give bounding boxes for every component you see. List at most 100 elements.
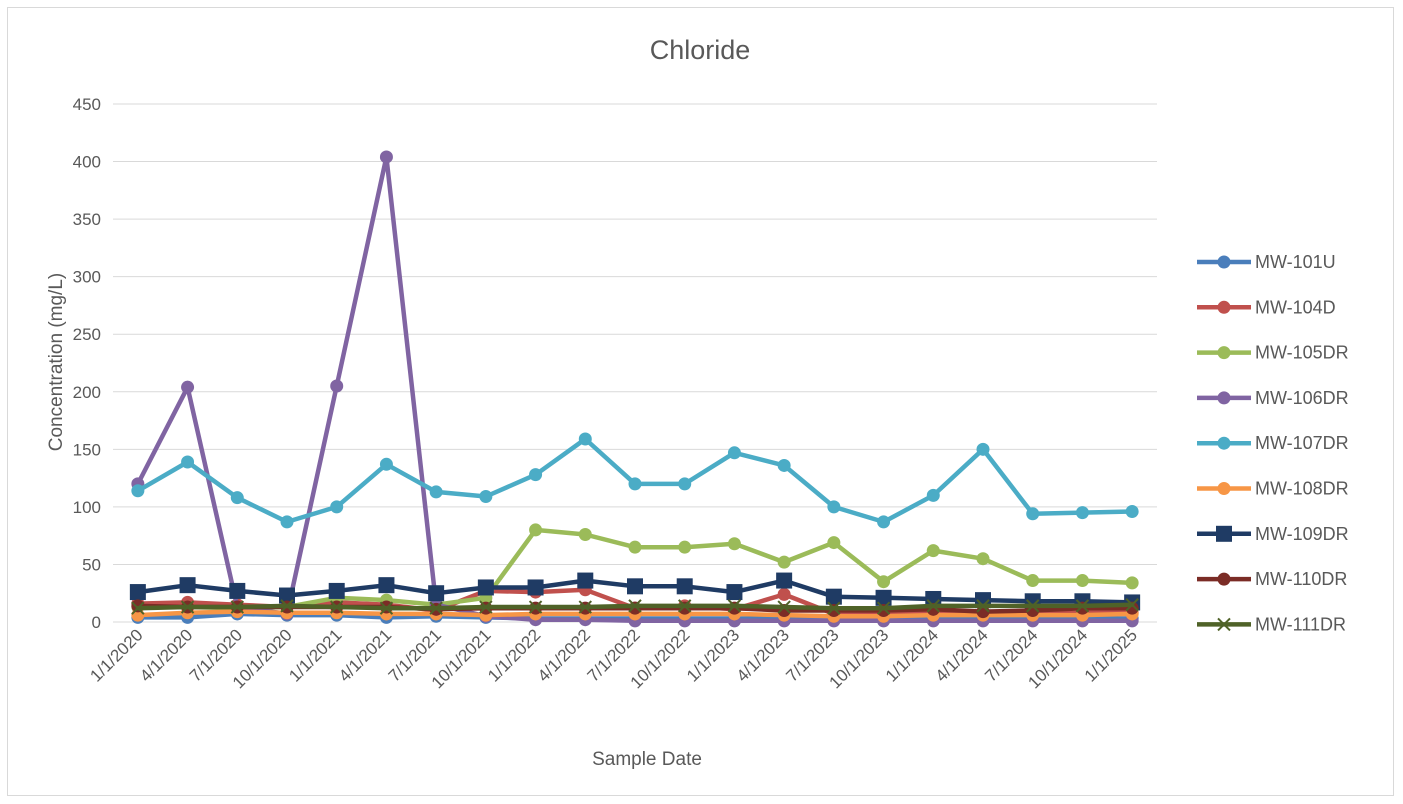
data-point [577, 572, 594, 589]
data-point [330, 600, 344, 614]
data-point [1026, 507, 1040, 521]
data-point [529, 468, 543, 482]
data-point [926, 599, 940, 613]
data-point [181, 380, 195, 394]
legend-item: MW-108DR [1197, 479, 1349, 499]
series-mw-111dr [131, 598, 1139, 615]
data-point-stroke [578, 600, 592, 614]
x-tick-label: 1/1/2025 [1081, 625, 1141, 685]
data-point [976, 442, 990, 456]
data-point [1217, 482, 1231, 495]
y-tick-label: 400 [73, 153, 101, 172]
data-point-stroke [727, 599, 742, 613]
data-point-stroke [280, 599, 294, 613]
data-point [181, 455, 195, 469]
data-point-stroke [230, 600, 244, 614]
data-point [330, 500, 344, 514]
legend-item: MW-105DR [1197, 343, 1349, 363]
y-tick-label: 150 [73, 440, 101, 459]
data-point [578, 528, 592, 542]
data-point [976, 599, 990, 613]
chart-frame [7, 7, 1394, 796]
data-point-stroke [1217, 617, 1231, 632]
data-point [678, 540, 692, 554]
legend-label: MW-110DR [1255, 569, 1347, 589]
x-axis-ticks: 1/1/20204/1/20207/1/202010/1/20201/1/202… [86, 625, 1141, 692]
data-point [1075, 574, 1089, 588]
data-point [131, 601, 145, 615]
data-point [726, 584, 743, 601]
y-tick-label: 50 [82, 555, 101, 574]
y-tick-label: 200 [73, 383, 101, 402]
y-tick-label: 450 [73, 95, 101, 114]
legend-item: MW-107DR [1197, 433, 1349, 453]
data-point [1075, 599, 1090, 613]
data-point [379, 457, 393, 471]
data-point [528, 600, 543, 614]
data-point [529, 523, 543, 537]
y-tick-label: 0 [92, 613, 101, 632]
y-axis-title: Concentration (mg/L) [46, 273, 67, 451]
data-point [280, 515, 294, 529]
y-tick-label: 100 [73, 498, 101, 517]
data-point [230, 600, 244, 614]
data-point [1217, 436, 1231, 450]
data-point [827, 601, 841, 615]
data-point [1125, 576, 1139, 590]
data-point [827, 536, 841, 550]
series-mw-107dr [131, 432, 1139, 529]
legend-label: MW-101U [1255, 252, 1336, 272]
legend-label: MW-111DR [1255, 614, 1346, 634]
data-point [129, 584, 146, 601]
x-tick-label: 4/1/2022 [534, 625, 594, 685]
data-point [131, 484, 145, 498]
legend-label: MW-108DR [1255, 479, 1349, 499]
data-point [1217, 255, 1231, 269]
data-point [777, 587, 791, 601]
data-point [827, 500, 841, 514]
x-tick-label: 1/1/2023 [683, 625, 743, 685]
data-point-stroke [1075, 599, 1090, 613]
data-point [180, 600, 195, 614]
data-point [1075, 506, 1089, 520]
data-point [628, 540, 642, 554]
x-tick-label: 1/1/2022 [484, 625, 544, 685]
data-point-stroke [678, 599, 692, 613]
legend: MW-101U MW-104D MW-105DR MW-106DR MW-107DR MW… [1197, 252, 1349, 634]
chart-title: Chloride [650, 35, 751, 65]
data-point [877, 575, 891, 589]
x-tick-label: 4/1/2023 [733, 625, 793, 685]
data-point [628, 599, 642, 613]
data-point [328, 582, 345, 599]
data-point [280, 599, 294, 613]
data-point [479, 600, 493, 614]
data-point [1125, 504, 1139, 518]
data-point [825, 588, 842, 605]
data-point [777, 600, 791, 614]
series-lines [129, 150, 1141, 628]
data-point-stroke [1125, 598, 1139, 612]
data-point [1217, 346, 1231, 360]
x-tick-label: 1/1/2021 [285, 625, 345, 685]
data-point-stroke [628, 599, 642, 613]
data-point [477, 579, 494, 596]
legend-item: MW-110DR [1197, 569, 1347, 589]
legend-label: MW-105DR [1255, 343, 1349, 363]
data-point-stroke [827, 601, 841, 615]
data-point [428, 585, 445, 602]
data-point [678, 601, 692, 615]
legend-label: MW-106DR [1255, 388, 1349, 408]
data-point-stroke [429, 601, 443, 615]
legend-label: MW-109DR [1255, 524, 1349, 544]
data-point [429, 485, 443, 499]
data-point [330, 379, 344, 393]
data-point [379, 601, 394, 615]
data-point-stroke [777, 600, 791, 614]
data-point [578, 432, 592, 446]
data-point [877, 515, 891, 529]
data-point [876, 601, 891, 615]
data-point [727, 599, 742, 613]
data-point [926, 544, 940, 558]
legend-item: MW-106DR [1197, 388, 1349, 408]
